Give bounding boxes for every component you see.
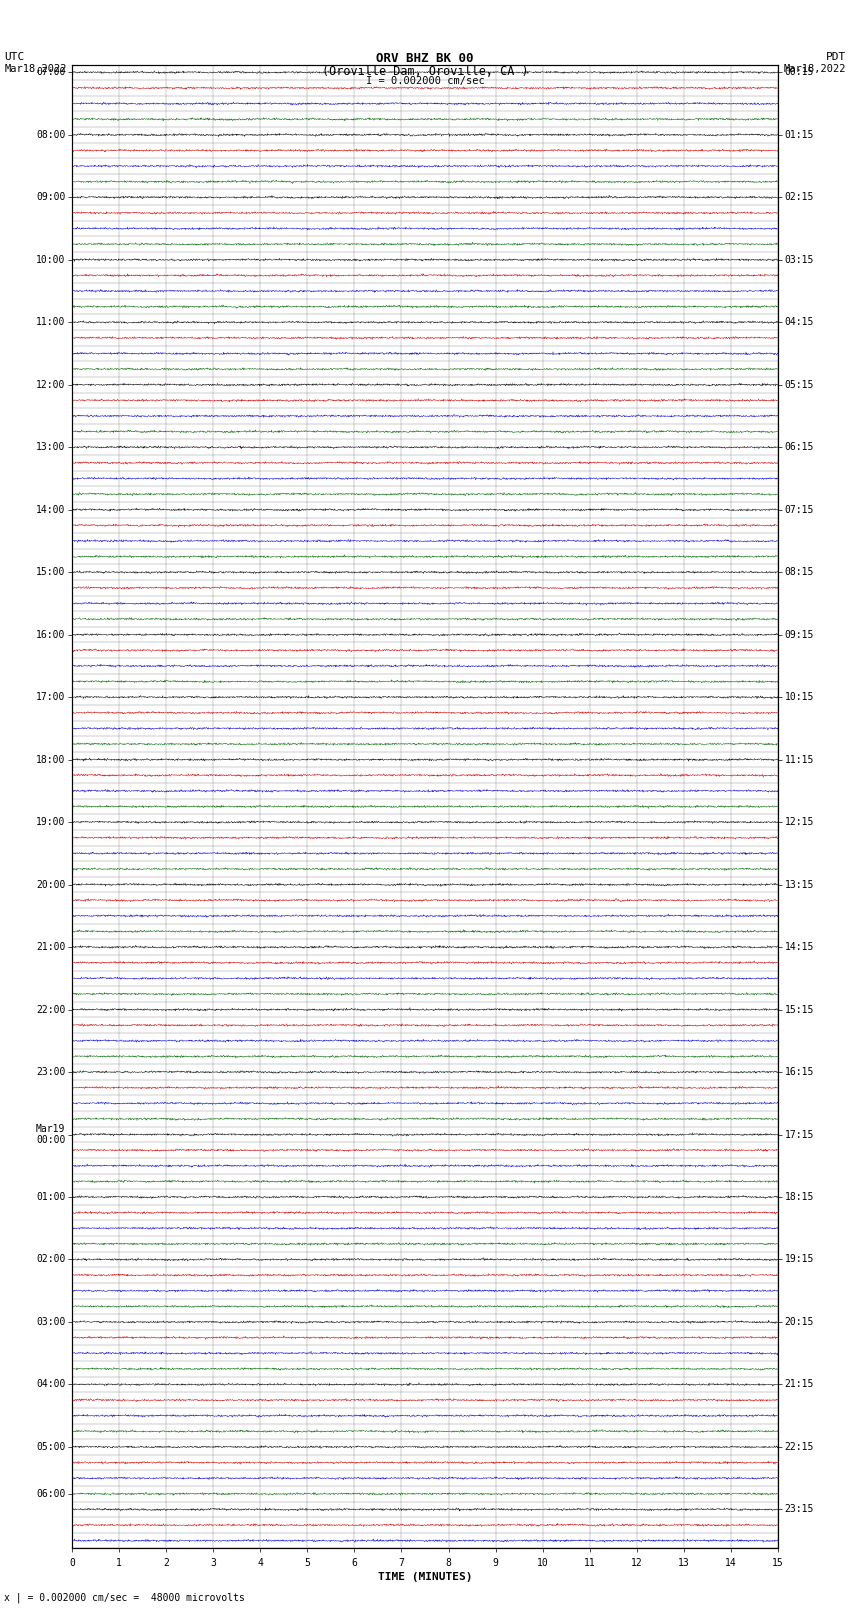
- Text: PDT: PDT: [825, 52, 846, 63]
- Text: I = 0.002000 cm/sec: I = 0.002000 cm/sec: [366, 76, 484, 85]
- Text: Mar18,2022: Mar18,2022: [783, 65, 846, 74]
- X-axis label: TIME (MINUTES): TIME (MINUTES): [377, 1571, 473, 1582]
- Text: ORV BHZ BK 00: ORV BHZ BK 00: [377, 52, 473, 66]
- Text: UTC: UTC: [4, 52, 25, 63]
- Text: (Oroville Dam, Oroville, CA ): (Oroville Dam, Oroville, CA ): [321, 65, 529, 77]
- Text: x | = 0.002000 cm/sec =  48000 microvolts: x | = 0.002000 cm/sec = 48000 microvolts: [4, 1592, 245, 1603]
- Text: Mar18,2022: Mar18,2022: [4, 65, 67, 74]
